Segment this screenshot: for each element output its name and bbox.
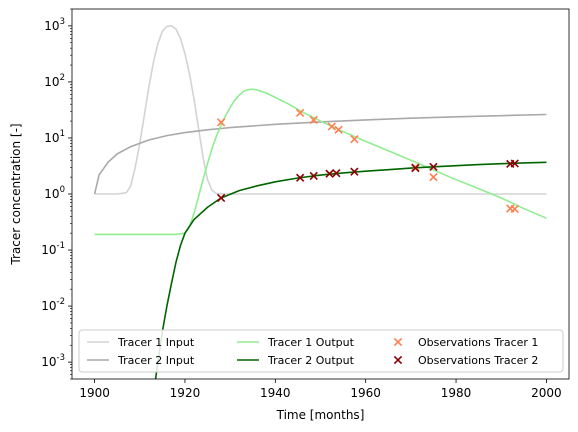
series-line-tracer-1-output xyxy=(94,88,547,236)
y-axis-label: Tracer concentration [-] xyxy=(9,123,23,265)
y-tick-label: 103 xyxy=(44,17,65,33)
data-point-observations-tracer-2 xyxy=(510,159,519,168)
data-point-observations-tracer-2 xyxy=(325,169,334,178)
data-point-observations-tracer-2 xyxy=(309,171,318,181)
data-point-observations-tracer-1 xyxy=(429,172,438,182)
data-point-observations-tracer-1 xyxy=(216,118,226,127)
ticks-layer: 1900 1920 1940 1960 1980 2000 10-3 10-2 10-1 100 1… xyxy=(41,8,562,400)
legend-item: Tracer 1 Input xyxy=(87,336,195,349)
x-axis-label: Time [months] xyxy=(276,408,365,422)
x-tick-label: 1960 xyxy=(350,386,381,400)
legend: Tracer 1 Input Tracer 2 Input Tracer 1 Out… xyxy=(78,329,564,373)
x-tick-label: 1980 xyxy=(441,386,472,400)
x-tick-label: 1920 xyxy=(170,386,201,400)
legend-frame xyxy=(78,329,564,373)
legend-swatch xyxy=(393,355,403,365)
legend-label: Tracer 2 Input xyxy=(117,354,195,367)
x-tick-label: 1900 xyxy=(79,386,110,400)
x-tick-label: 1940 xyxy=(260,386,291,400)
data-point-observations-tracer-1 xyxy=(334,125,343,134)
series-line-tracer-2-input xyxy=(93,113,547,195)
legend-item: Tracer 2 Input xyxy=(87,354,195,367)
x-tick-label: 2000 xyxy=(531,386,562,400)
y-tick-label: 100 xyxy=(44,185,65,201)
data-point-observations-tracer-1 xyxy=(296,108,305,118)
data-point-observations-tracer-2 xyxy=(216,193,226,203)
y-tick-label: 10-3 xyxy=(41,353,65,369)
data-point-observations-tracer-2 xyxy=(332,169,341,178)
series-line-tracer-1-input xyxy=(94,25,547,195)
y-tick-label: 10-2 xyxy=(41,297,65,313)
legend-swatch xyxy=(393,337,403,347)
legend-label: Tracer 2 Output xyxy=(267,354,355,367)
data-point-observations-tracer-1 xyxy=(510,204,519,214)
data-point-observations-tracer-1 xyxy=(309,115,318,125)
legend-label: Tracer 1 Input xyxy=(117,336,195,349)
legend-item: Tracer 1 Output xyxy=(237,336,355,349)
data-point-observations-tracer-2 xyxy=(411,163,420,173)
y-tick-label: 102 xyxy=(44,73,65,89)
legend-item: Tracer 2 Output xyxy=(237,354,355,367)
y-tick-label: 10-1 xyxy=(41,241,65,257)
legend-label: Observations Tracer 2 xyxy=(418,354,538,367)
data-point-observations-tracer-1 xyxy=(350,135,359,144)
data-point-observations-tracer-1 xyxy=(327,122,336,131)
legend-item: Observations Tracer 1 xyxy=(393,336,538,349)
legend-label: Tracer 1 Output xyxy=(267,336,355,349)
y-tick-label: 101 xyxy=(44,129,65,145)
series-line-tracer-2-output xyxy=(154,161,547,379)
legend-label: Observations Tracer 1 xyxy=(418,336,538,349)
series-layer xyxy=(93,25,547,379)
data-point-observations-tracer-2 xyxy=(350,167,359,176)
data-point-observations-tracer-2 xyxy=(296,173,305,182)
data-point-observations-tracer-2 xyxy=(429,162,438,172)
legend-item: Observations Tracer 2 xyxy=(393,354,538,367)
